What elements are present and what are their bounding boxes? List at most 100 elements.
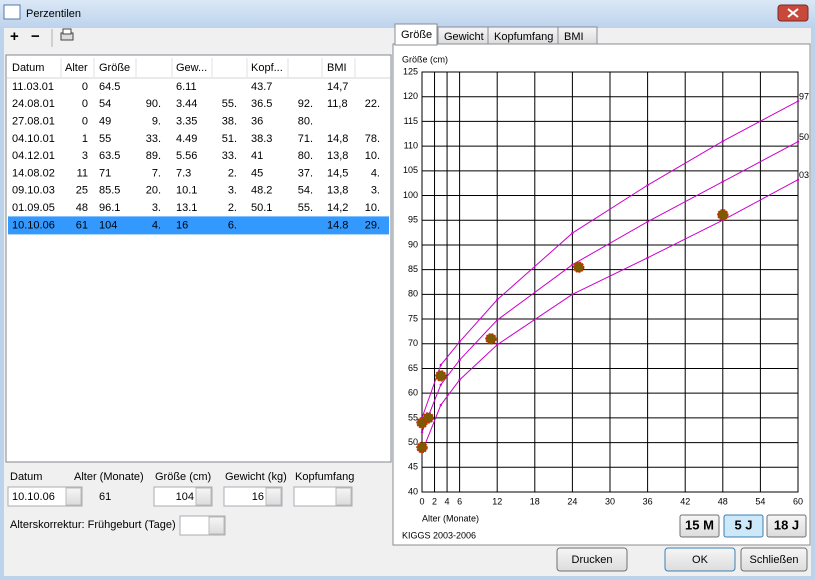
- print-button[interactable]: [60, 28, 74, 41]
- x-tick-label: 48: [718, 496, 728, 506]
- table-cell: 3: [82, 150, 88, 162]
- x-tick-label: 18: [530, 496, 540, 506]
- tab[interactable]: [557, 26, 598, 45]
- table-cell: 10.1: [176, 185, 197, 197]
- table-cell: 10.: [365, 202, 380, 214]
- table-cell: 43.7: [251, 81, 272, 93]
- label-date: Datum: [10, 471, 42, 483]
- y-tick-label: 50: [408, 437, 418, 447]
- table: [5, 54, 392, 463]
- table-cell: 29.: [365, 219, 380, 231]
- table-cell: 14,2: [327, 202, 348, 214]
- table-cell: 55.: [298, 202, 313, 214]
- table-cell: 6.: [228, 219, 237, 231]
- correction-input[interactable]: [179, 515, 226, 536]
- table-cell: 48: [76, 202, 88, 214]
- table-cell: 38.: [222, 116, 237, 128]
- x-tick-label: 12: [492, 496, 502, 506]
- x-tick-label: 4: [445, 496, 450, 506]
- remove-button[interactable]: −: [31, 28, 40, 45]
- table-cell: 11: [77, 167, 88, 179]
- footer-button[interactable]: [556, 547, 628, 572]
- table-cell: 78.: [365, 133, 380, 145]
- table-cell: 14.08.02: [12, 167, 55, 179]
- table-cell: 13.1: [176, 202, 197, 214]
- table-cell: 54.: [298, 185, 313, 197]
- y-tick-label: 55: [408, 412, 418, 422]
- table-cell: 3.: [371, 185, 380, 197]
- y-tick-label: 100: [403, 190, 418, 200]
- table-cell: 61: [76, 219, 88, 231]
- x-tick-label: 6: [457, 496, 462, 506]
- column-header: Datum: [12, 62, 44, 74]
- footer-button[interactable]: [664, 547, 736, 572]
- label-height: Größe (cm): [155, 471, 211, 483]
- y-tick-label: 95: [408, 215, 418, 225]
- label-head: Kopfumfang: [295, 471, 354, 483]
- table-cell: 01.09.05: [12, 202, 55, 214]
- footer-button[interactable]: [740, 547, 808, 572]
- close-button[interactable]: [777, 4, 809, 22]
- y-tick-label: 60: [408, 388, 418, 398]
- window-title: Perzentilen: [26, 8, 81, 20]
- tab[interactable]: [394, 23, 438, 46]
- date-value: 10.10.06: [12, 491, 55, 503]
- table-cell: 0: [82, 98, 88, 110]
- x-axis-label: Alter (Monate): [422, 513, 479, 523]
- table-cell: 50.1: [251, 202, 272, 214]
- y-tick-label: 65: [408, 363, 418, 373]
- table-cell: 85.5: [99, 185, 120, 197]
- table-cell: 3.: [152, 202, 161, 214]
- measurement-point: [485, 333, 497, 345]
- table-cell: 4.: [371, 167, 380, 179]
- table-cell: 80.: [298, 116, 313, 128]
- y-tick-label: 80: [408, 289, 418, 299]
- table-cell: 36.5: [251, 98, 272, 110]
- table-cell: 3.: [228, 185, 237, 197]
- height-input[interactable]: [153, 486, 213, 507]
- table-cell: 27.08.01: [12, 116, 55, 128]
- measurement-point: [717, 209, 729, 221]
- x-tick-label: 54: [755, 496, 765, 506]
- table-cell: 10.10.06: [12, 219, 55, 231]
- table-cell: 14,8: [327, 133, 348, 145]
- table-cell: 96.1: [99, 202, 120, 214]
- curve-label: 50: [799, 132, 809, 142]
- table-cell: 9.: [152, 116, 161, 128]
- x-tick-label: 2: [432, 496, 437, 506]
- table-cell: 14.8: [327, 219, 348, 231]
- column-header: Gew...: [176, 62, 207, 74]
- tab-label: Kopfumfang: [494, 31, 553, 43]
- table-cell: 0: [82, 81, 88, 93]
- table-cell: 2.: [228, 167, 237, 179]
- height-value: 104: [176, 491, 194, 503]
- table-cell: 90.: [146, 98, 161, 110]
- y-tick-label: 90: [408, 239, 418, 249]
- footer-button-label: OK: [692, 554, 709, 566]
- table-cell: 13,8: [327, 150, 348, 162]
- table-cell: 55: [99, 133, 111, 145]
- range-button[interactable]: [723, 514, 764, 538]
- percentile-curve: [421, 100, 799, 419]
- table-cell: 11,8: [327, 98, 348, 110]
- y-tick-label: 110: [404, 140, 418, 150]
- table-cell: 4.: [152, 219, 161, 231]
- table-cell: 51.: [222, 133, 237, 145]
- measurement-point: [572, 261, 585, 273]
- table-cell: 11.03.01: [12, 81, 54, 93]
- table-cell: 63.5: [99, 150, 120, 162]
- head-input[interactable]: [293, 486, 353, 507]
- weight-input[interactable]: [223, 486, 283, 507]
- tab-label: BMI: [564, 31, 584, 43]
- table-cell: 5.56: [176, 150, 197, 162]
- add-button[interactable]: +: [10, 28, 19, 45]
- footer-button-label: Drucken: [572, 554, 613, 566]
- curve-label: 97: [799, 92, 809, 102]
- range-button[interactable]: [679, 514, 720, 538]
- table-cell: 25: [76, 185, 88, 197]
- range-button[interactable]: [766, 514, 807, 538]
- age-value: 61: [99, 491, 111, 503]
- date-input[interactable]: [7, 486, 83, 507]
- table-cell: 48.2: [251, 185, 272, 197]
